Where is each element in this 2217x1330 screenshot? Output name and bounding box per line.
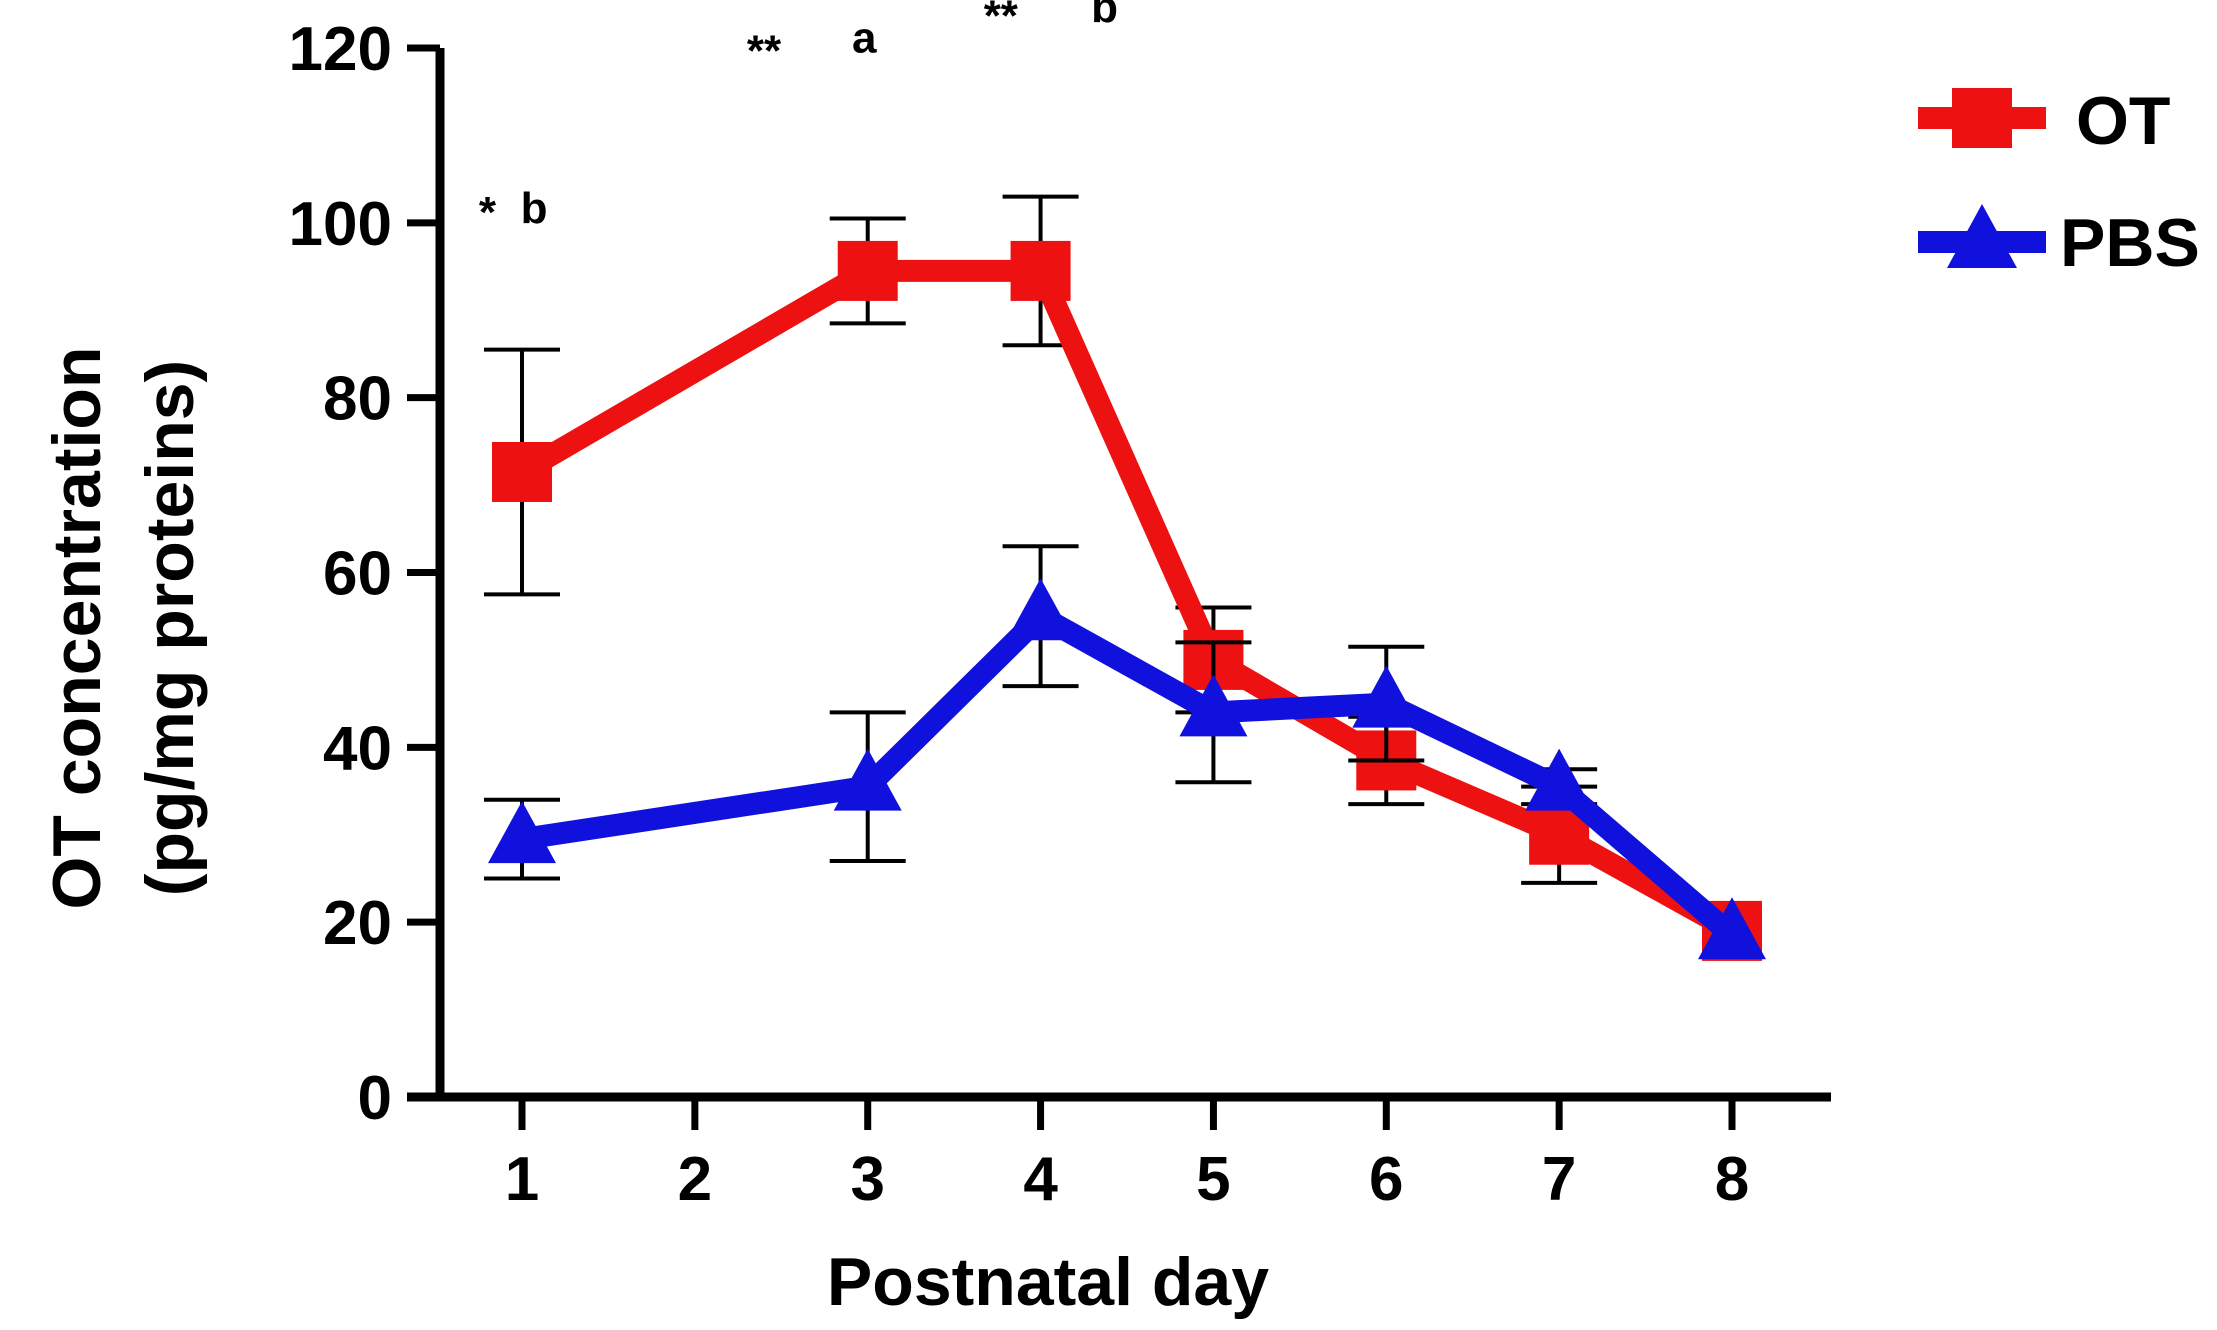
y-axis-title-line-1: OT concentration bbox=[39, 347, 115, 910]
data-point-square bbox=[492, 441, 552, 502]
significance-annotation: * bbox=[479, 188, 497, 237]
x-tick-label: 2 bbox=[678, 1145, 712, 1214]
x-tick-label: 3 bbox=[850, 1145, 884, 1214]
legend-label-ot: OT bbox=[2076, 83, 2170, 159]
data-point-triangle bbox=[1525, 748, 1594, 811]
y-tick-label: 0 bbox=[358, 1064, 392, 1133]
y-axis-ticks: 0 20 40 60 80 100 120 bbox=[289, 15, 440, 1133]
y-tick-label: 120 bbox=[289, 15, 392, 84]
data-point-square bbox=[837, 240, 898, 301]
y-axis-title: OT concentration bbox=[39, 347, 115, 910]
significance-annotation: ** bbox=[984, 0, 1019, 41]
y-tick-label: 60 bbox=[323, 540, 392, 609]
annotations: * b ** a ** b bbox=[479, 0, 1118, 237]
series-layer bbox=[484, 194, 1766, 961]
data-point-triangle bbox=[1179, 674, 1248, 737]
y-tick-label: 40 bbox=[323, 714, 392, 783]
significance-annotation: ** bbox=[747, 26, 782, 75]
x-tick-label: 1 bbox=[505, 1145, 539, 1214]
data-point-triangle bbox=[1698, 897, 1766, 960]
significance-annotation: a bbox=[852, 13, 877, 62]
x-tick-label: 8 bbox=[1715, 1145, 1749, 1214]
legend-square-marker bbox=[1952, 88, 2012, 148]
legend-triangle-marker bbox=[1947, 204, 2017, 268]
data-point-triangle bbox=[833, 748, 902, 811]
y-tick-label: 80 bbox=[323, 365, 392, 434]
series-ot bbox=[484, 194, 1762, 961]
data-point-triangle bbox=[1006, 578, 1075, 641]
x-axis-title: Postnatal day bbox=[827, 1244, 1269, 1320]
x-tick-label: 4 bbox=[1023, 1145, 1058, 1214]
significance-annotation: b bbox=[1091, 0, 1118, 32]
legend-label-pbs: PBS bbox=[2060, 205, 2200, 281]
x-axis-ticks: 1 2 3 4 5 6 7 8 bbox=[505, 1097, 1749, 1214]
x-tick-label: 6 bbox=[1369, 1145, 1403, 1214]
data-point-triangle bbox=[1352, 665, 1421, 728]
series-pbs bbox=[484, 544, 1766, 960]
data-point-square bbox=[1010, 240, 1071, 301]
legend-item-pbs: PBS bbox=[1918, 204, 2200, 281]
y-axis-title-line-2: (pg/mg proteins) bbox=[132, 360, 208, 896]
data-point-triangle bbox=[488, 801, 556, 864]
y-tick-label: 100 bbox=[289, 190, 392, 259]
x-tick-label: 5 bbox=[1196, 1145, 1230, 1214]
legend-item-ot: OT bbox=[1918, 83, 2170, 159]
legend: OT PBS bbox=[1918, 83, 2200, 281]
y-axis-title-2: (pg/mg proteins) bbox=[132, 360, 208, 896]
y-tick-label: 20 bbox=[323, 889, 392, 958]
x-tick-label: 7 bbox=[1542, 1145, 1576, 1214]
significance-annotation: b bbox=[521, 184, 548, 233]
